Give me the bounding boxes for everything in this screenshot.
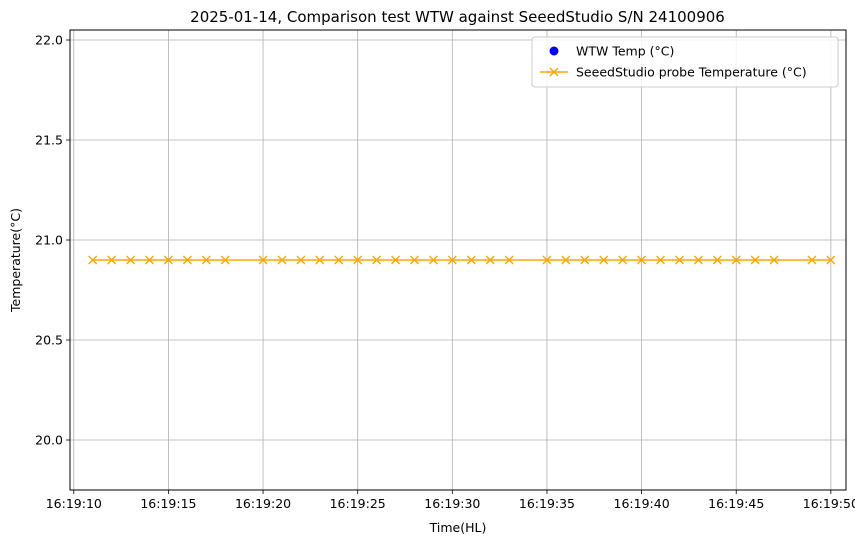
data-point (220, 255, 230, 265)
data-point (409, 255, 419, 265)
data-point (277, 255, 287, 265)
data-point (599, 255, 609, 265)
legend-box (531, 36, 839, 88)
data-point (693, 255, 703, 265)
x-tick-label: 16:19:35 (519, 496, 575, 511)
data-point (391, 255, 401, 265)
data-point (144, 255, 154, 265)
data-point (580, 255, 590, 265)
x-tick-label: 16:19:15 (140, 496, 196, 511)
data-point (353, 255, 363, 265)
legend-marker (549, 67, 559, 77)
data-point (182, 255, 192, 265)
data-point (674, 255, 684, 265)
x-tick-label: 16:19:50 (803, 496, 855, 511)
x-tick-label: 16:19:40 (614, 496, 670, 511)
y-tick-label: 21.5 (35, 133, 63, 148)
data-point (447, 255, 457, 265)
y-tick-label: 20.5 (35, 333, 63, 348)
data-point (712, 255, 722, 265)
data-point (201, 255, 211, 265)
data-point (428, 255, 438, 265)
data-point (826, 255, 836, 265)
data-point (107, 255, 117, 265)
data-point (504, 255, 514, 265)
data-point (656, 255, 666, 265)
data-point (466, 255, 476, 265)
x-tick-label: 16:19:45 (708, 496, 764, 511)
data-point (542, 255, 552, 265)
legend-label: SeeedStudio probe Temperature (°C) (576, 65, 807, 80)
x-tick-label: 16:19:25 (330, 496, 386, 511)
y-tick-label: 22.0 (35, 33, 63, 48)
data-point (334, 255, 344, 265)
plot-area (69, 29, 847, 491)
data-point (163, 255, 173, 265)
axis-ticks: 16:19:10 16:19:15 16:19:20 16:19:25 16:19:30… (35, 33, 855, 512)
x-tick-label: 16:19:10 (46, 496, 102, 511)
data-point (637, 255, 647, 265)
data-point (750, 255, 760, 265)
legend-label: WTW Temp (°C) (576, 44, 674, 59)
plot-series (88, 255, 836, 265)
data-point (561, 255, 571, 265)
data-point (126, 255, 136, 265)
x-axis-label: Time(HL) (429, 520, 487, 535)
data-point (618, 255, 628, 265)
chart-title: 2025-01-14, Comparison test WTW against … (190, 8, 725, 26)
legend-marker (549, 46, 559, 56)
data-point (258, 255, 268, 265)
data-point (731, 255, 741, 265)
data-point (88, 255, 98, 265)
data-point (769, 255, 779, 265)
data-point (807, 255, 817, 265)
x-tick-label: 16:19:30 (424, 496, 480, 511)
data-point (296, 255, 306, 265)
y-axis-label: Temperature(°C) (8, 208, 23, 313)
data-point (372, 255, 382, 265)
y-tick-label: 20.0 (35, 433, 63, 448)
legend: WTW Temp (°C) SeeedStudio probe Temperatu… (531, 36, 839, 88)
data-point (315, 255, 325, 265)
y-tick-label: 21.0 (35, 233, 63, 248)
x-tick-label: 16:19:20 (235, 496, 291, 511)
data-point (485, 255, 495, 265)
